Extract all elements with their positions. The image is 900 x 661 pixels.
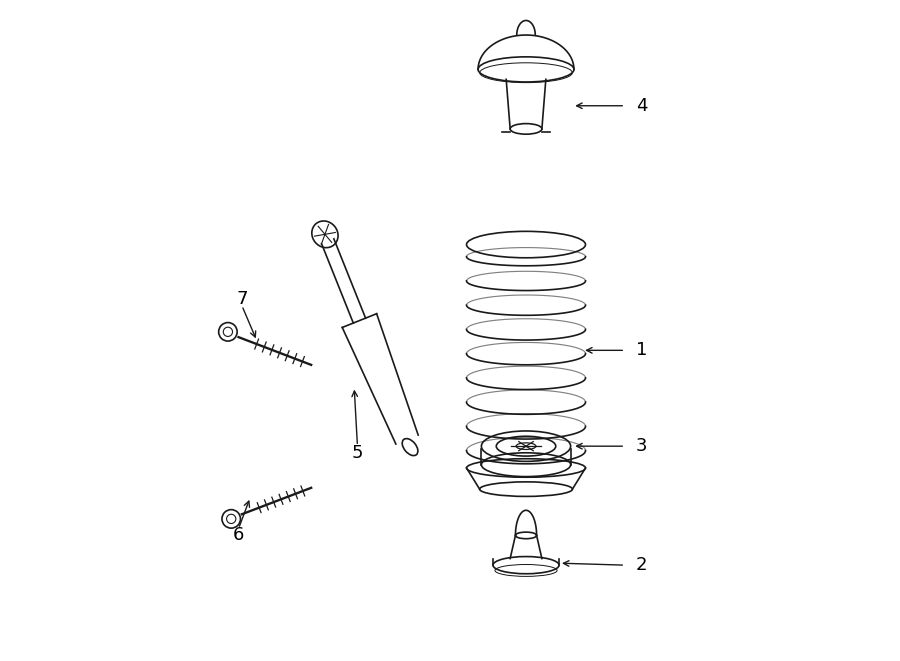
Text: 6: 6	[233, 526, 244, 545]
Text: 7: 7	[236, 290, 248, 308]
Text: 2: 2	[636, 556, 647, 574]
Text: 5: 5	[352, 444, 364, 462]
Text: 4: 4	[636, 97, 647, 115]
Text: 1: 1	[636, 341, 647, 360]
Text: 3: 3	[636, 437, 647, 455]
